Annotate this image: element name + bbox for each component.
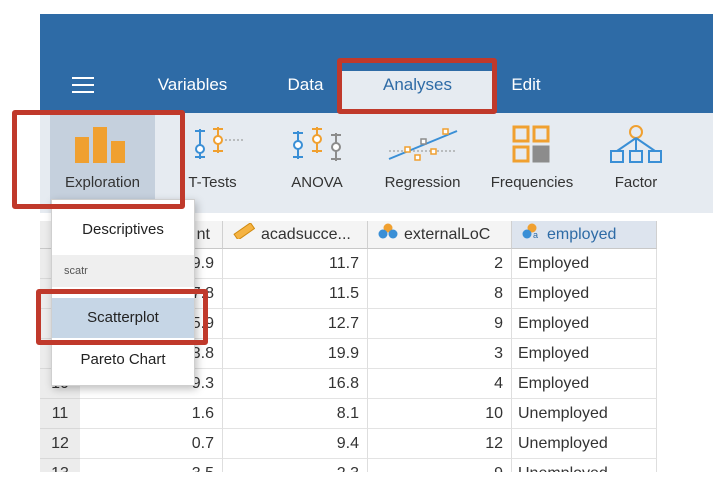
row-number: 11: [40, 399, 80, 429]
svg-text:a: a: [533, 230, 538, 239]
exploration-button[interactable]: Exploration: [50, 113, 155, 205]
table-row: 12 0.7 9.4 12 Unemployed: [40, 429, 713, 459]
hamburger-menu-icon[interactable]: [72, 77, 94, 93]
factor-icon: [596, 125, 676, 165]
cell[interactable]: 8.1: [223, 399, 368, 429]
anova-label: ANOVA: [291, 174, 343, 191]
cell[interactable]: 12.7: [223, 309, 368, 339]
cell[interactable]: 9: [368, 459, 512, 472]
ttest-icon: [170, 125, 255, 165]
menu-section-label: scatr: [52, 255, 194, 287]
row-number: 12: [40, 429, 80, 459]
bar-chart-icon: [50, 125, 155, 165]
cell[interactable]: 3.5: [80, 459, 223, 472]
table-row: 11 1.6 8.1 10 Unemployed: [40, 399, 713, 429]
frequencies-icon: [482, 125, 582, 165]
cell[interactable]: 2: [368, 249, 512, 279]
cell[interactable]: 4: [368, 369, 512, 399]
column-header-externalloc[interactable]: externalLoC: [368, 221, 512, 249]
row-number: 13: [40, 459, 80, 472]
analyses-toolbar: Exploration T-Tests: [40, 113, 713, 213]
cell[interactable]: Employed: [512, 279, 657, 309]
nominal-text-variable-icon: a: [522, 221, 542, 248]
cell[interactable]: 10: [368, 399, 512, 429]
externalloc-label: externalLoC: [404, 226, 491, 244]
cell[interactable]: 9.4: [223, 429, 368, 459]
factor-label: Factor: [614, 174, 658, 191]
regression-button[interactable]: Regression: [375, 113, 470, 205]
cell[interactable]: 11.7: [223, 249, 368, 279]
column-header-acadsuccess[interactable]: acadsucce...: [223, 221, 368, 249]
cell[interactable]: 9.3: [80, 369, 223, 399]
cell[interactable]: Employed: [512, 249, 657, 279]
column-header-employed[interactable]: a employed: [512, 221, 657, 249]
jamovi-window: Variables Data Analyses Edit Exploration: [40, 14, 713, 472]
factor-button[interactable]: Factor: [596, 113, 676, 205]
cell[interactable]: 2.3: [223, 459, 368, 472]
cell[interactable]: 16.8: [223, 369, 368, 399]
cell[interactable]: 12: [368, 429, 512, 459]
t-tests-button[interactable]: T-Tests: [170, 113, 255, 205]
regression-label: Regression: [384, 174, 461, 191]
cell[interactable]: 0.7: [80, 429, 223, 459]
menu-item-pareto-chart[interactable]: Pareto Chart: [80, 351, 166, 368]
employed-label: employed: [547, 226, 617, 244]
acadsuccess-label: acadsucce...: [261, 226, 351, 244]
exploration-dropdown-menu: Descriptives scatr Scatterplot Pareto Ch…: [51, 199, 195, 386]
top-bar: Variables Data Analyses Edit: [40, 14, 713, 113]
cell[interactable]: Unemployed: [512, 459, 657, 472]
anova-button[interactable]: ANOVA: [272, 113, 362, 205]
cell[interactable]: Employed: [512, 339, 657, 369]
tab-variables[interactable]: Variables: [157, 75, 228, 94]
ordinal-variable-icon: [378, 221, 398, 248]
regression-icon: [375, 125, 470, 165]
data-grid: nt acadsucce... externalLoC a employed 9…: [40, 221, 713, 472]
exploration-label: Exploration: [64, 174, 141, 191]
continuous-variable-icon: [233, 221, 256, 248]
t-tests-label: T-Tests: [188, 174, 237, 191]
frequencies-button[interactable]: Frequencies: [482, 113, 582, 205]
tab-edit[interactable]: Edit: [511, 75, 541, 94]
cell[interactable]: 1.6: [80, 399, 223, 429]
cell[interactable]: 11.5: [223, 279, 368, 309]
tab-data[interactable]: Data: [287, 75, 324, 94]
menu-item-scatterplot[interactable]: Scatterplot: [52, 298, 194, 338]
cell[interactable]: 8: [368, 279, 512, 309]
cell[interactable]: 3: [368, 339, 512, 369]
cell[interactable]: Employed: [512, 369, 657, 399]
menu-item-descriptives[interactable]: Descriptives: [82, 221, 164, 238]
table-row: 13 3.5 2.3 9 Unemployed: [40, 459, 713, 472]
cell[interactable]: Employed: [512, 309, 657, 339]
anova-icon: [272, 125, 362, 165]
frequencies-label: Frequencies: [490, 174, 574, 191]
cell[interactable]: 9: [368, 309, 512, 339]
cell[interactable]: Unemployed: [512, 399, 657, 429]
tab-analyses[interactable]: Analyses: [340, 71, 495, 113]
cell[interactable]: 19.9: [223, 339, 368, 369]
cell[interactable]: Unemployed: [512, 429, 657, 459]
